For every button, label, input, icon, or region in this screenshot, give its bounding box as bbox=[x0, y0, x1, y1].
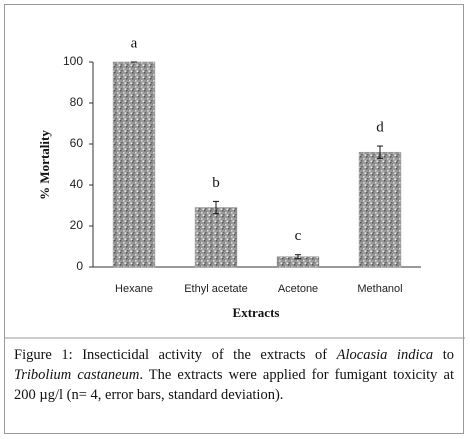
error-bar bbox=[213, 200, 219, 215]
y-axis-title: % Mortality bbox=[37, 130, 52, 200]
y-tick-label: 0 bbox=[76, 259, 83, 273]
y-tick-label: 20 bbox=[70, 218, 84, 232]
caption-text: Tribolium castaneum bbox=[14, 367, 140, 383]
caption-label: Figure 1: bbox=[14, 347, 73, 363]
bar bbox=[112, 61, 156, 268]
x-tick-label: Ethyl acetate bbox=[184, 283, 248, 295]
y-tick-label: 80 bbox=[70, 95, 84, 109]
significance-letter: d bbox=[376, 119, 384, 135]
caption-text: . The extracts were applied for fumigant… bbox=[14, 367, 458, 403]
chart: % Mortality Extracts 0 20 40 60 80 100 Hexane a… bbox=[5, 35, 465, 339]
x-tick-label: Acetone bbox=[278, 283, 318, 295]
caption-text: to bbox=[433, 347, 458, 363]
caption-text: Alocasia indica bbox=[336, 347, 434, 363]
significance-letter: a bbox=[131, 35, 138, 51]
bar bbox=[194, 207, 238, 268]
bar bbox=[358, 151, 402, 268]
figure-frame bbox=[4, 4, 464, 434]
x-axis-title: Extracts bbox=[233, 305, 280, 320]
caption-text: Insecticidal activity of the extracts of bbox=[72, 347, 337, 363]
error-bar bbox=[295, 254, 301, 260]
caption: Figure 1: Insecticidal activity of the e… bbox=[14, 345, 454, 405]
x-tick-label: Methanol bbox=[357, 283, 402, 295]
y-tick-label: 60 bbox=[70, 136, 84, 150]
y-tick-label: 40 bbox=[70, 177, 84, 191]
y-tick-label: 100 bbox=[63, 54, 83, 68]
x-tick-label: Hexane bbox=[115, 283, 153, 295]
significance-letter: b bbox=[212, 175, 220, 191]
significance-letter: c bbox=[295, 228, 302, 244]
error-bar bbox=[377, 145, 383, 159]
